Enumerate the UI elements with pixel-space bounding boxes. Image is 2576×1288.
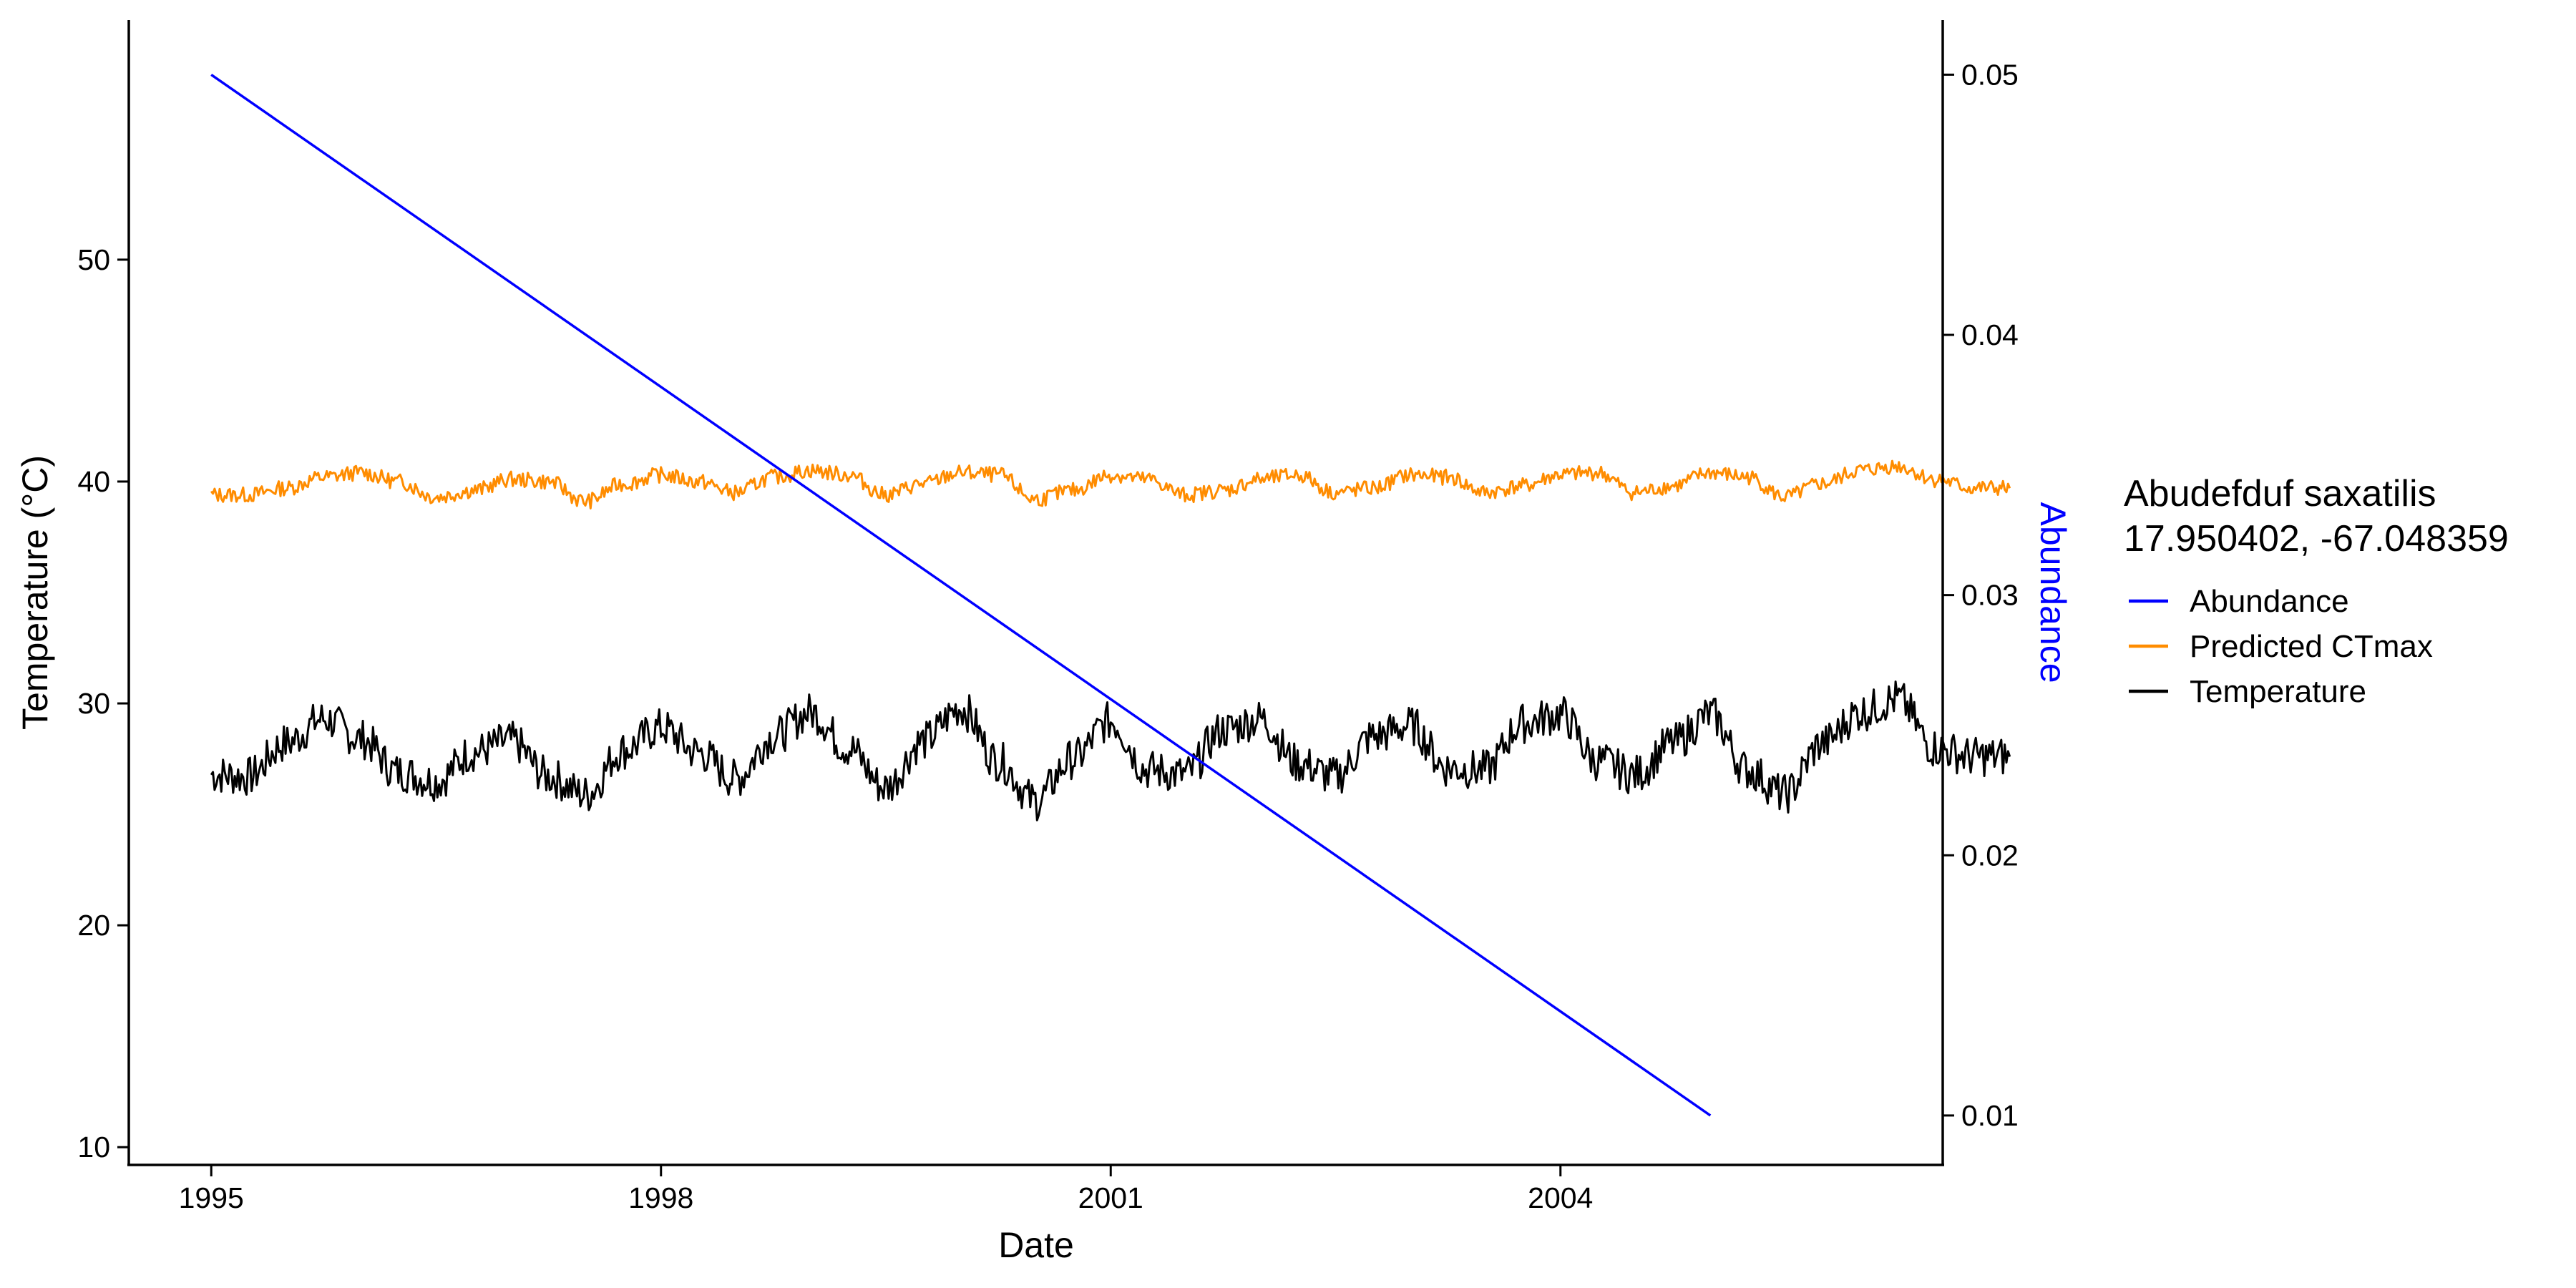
y2-axis-title: Abundance <box>2033 502 2073 683</box>
legend-title-species: Abudefduf saxatilis <box>2124 473 2436 514</box>
y-axis-ticks: 10 20 30 40 50 <box>77 243 129 1163</box>
y2-axis-ticks: 0.01 0.02 0.03 0.04 0.05 <box>1943 58 2019 1132</box>
legend: Abudefduf saxatilis 17.950402, -67.04835… <box>2124 473 2509 709</box>
legend-title-coordinates: 17.950402, -67.048359 <box>2124 518 2509 560</box>
series-line-temperature <box>210 680 2011 821</box>
legend-entry-abundance: Abundance <box>2129 584 2349 619</box>
legend-label-temperature: Temperature <box>2190 674 2366 709</box>
legend-entry-temperature: Temperature <box>2129 674 2366 709</box>
y2-tick-label: 0.01 <box>1961 1099 2019 1132</box>
y-axis-title: Temperature (°C) <box>15 455 55 730</box>
legend-entry-predicted-ctmax: Predicted CTmax <box>2129 629 2433 664</box>
y-tick-label: 50 <box>77 243 110 276</box>
x-tick-label: 1995 <box>179 1181 244 1214</box>
series-line-predicted-ctmax <box>210 459 2011 509</box>
x-tick-label: 2001 <box>1078 1181 1143 1214</box>
legend-label-predicted-ctmax: Predicted CTmax <box>2190 629 2433 664</box>
y-tick-label: 40 <box>77 465 110 498</box>
y2-tick-label: 0.05 <box>1961 58 2019 91</box>
series-line-abundance <box>210 73 1712 1117</box>
series-layer <box>210 73 2011 1117</box>
legend-label-abundance: Abundance <box>2190 584 2349 619</box>
y2-tick-label: 0.04 <box>1961 318 2019 351</box>
y-tick-label: 10 <box>77 1131 110 1163</box>
x-axis-ticks: 1995 1998 2001 2004 <box>179 1165 1593 1214</box>
x-axis-title: Date <box>998 1225 1074 1265</box>
x-tick-label: 1998 <box>628 1181 693 1214</box>
y2-tick-label: 0.02 <box>1961 839 2019 872</box>
y-tick-label: 20 <box>77 909 110 942</box>
y2-tick-label: 0.03 <box>1961 579 2019 612</box>
x-tick-label: 2004 <box>1528 1181 1593 1214</box>
y-tick-label: 30 <box>77 687 110 720</box>
